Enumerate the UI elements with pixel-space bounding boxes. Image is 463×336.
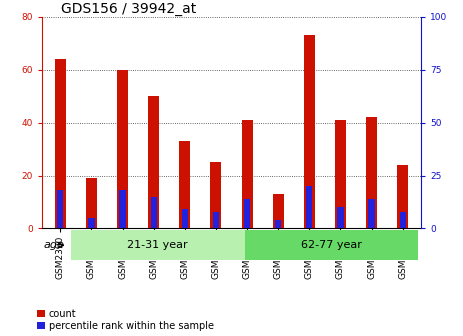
Bar bbox=[273, 194, 284, 228]
Bar bbox=[88, 218, 94, 228]
Bar bbox=[119, 191, 125, 228]
Bar bbox=[242, 120, 252, 228]
Bar bbox=[244, 199, 250, 228]
Bar bbox=[335, 120, 346, 228]
Bar bbox=[55, 59, 66, 228]
Bar bbox=[57, 191, 63, 228]
Bar bbox=[369, 199, 375, 228]
Bar bbox=[304, 35, 315, 228]
Bar bbox=[117, 70, 128, 228]
Bar bbox=[211, 162, 221, 228]
Bar bbox=[275, 220, 282, 228]
Legend: count, percentile rank within the sample: count, percentile rank within the sample bbox=[37, 309, 214, 331]
FancyBboxPatch shape bbox=[244, 230, 419, 260]
Bar bbox=[400, 212, 406, 228]
Bar bbox=[179, 141, 190, 228]
Bar bbox=[366, 117, 377, 228]
FancyBboxPatch shape bbox=[71, 230, 244, 260]
Bar bbox=[213, 212, 219, 228]
Bar bbox=[150, 197, 157, 228]
Bar bbox=[397, 165, 408, 228]
Text: age: age bbox=[43, 240, 64, 250]
Bar bbox=[306, 186, 313, 228]
Bar bbox=[338, 207, 344, 228]
Bar bbox=[181, 209, 188, 228]
Bar bbox=[148, 96, 159, 228]
Text: 21-31 year: 21-31 year bbox=[127, 240, 188, 250]
Text: GDS156 / 39942_at: GDS156 / 39942_at bbox=[61, 2, 196, 16]
Bar bbox=[86, 178, 97, 228]
Text: 62-77 year: 62-77 year bbox=[301, 240, 362, 250]
